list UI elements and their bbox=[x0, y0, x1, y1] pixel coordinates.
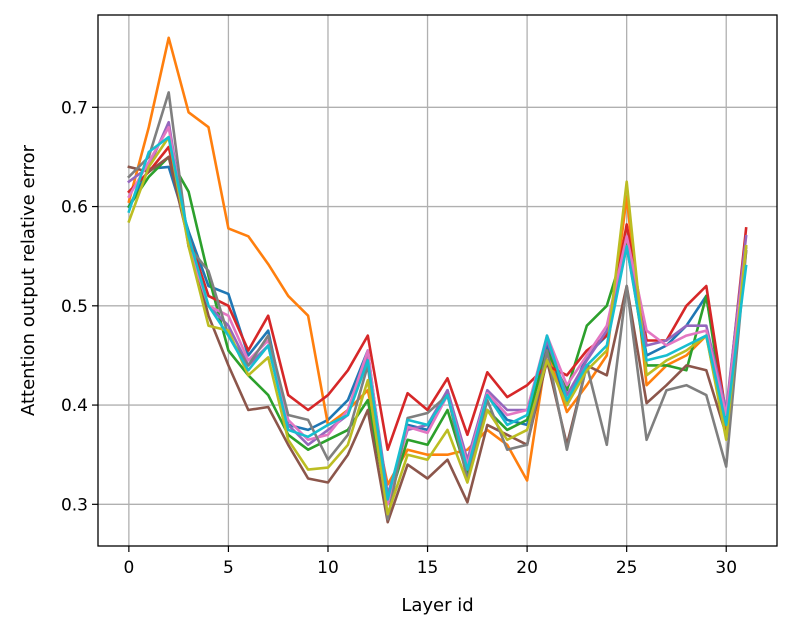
y-tick-label: 0.5 bbox=[61, 297, 88, 317]
series-line-7 bbox=[127, 125, 748, 506]
series-line-5 bbox=[127, 120, 748, 496]
y-tick-label: 0.3 bbox=[61, 495, 88, 515]
x-axis-label: Layer id bbox=[401, 595, 473, 616]
y-axis-label: Attention output relative error bbox=[18, 144, 39, 416]
axis-ticks: 0 5 10 15 20 25 30 0.3 0.4 0.5 0.6 0.7 bbox=[61, 98, 737, 578]
x-tick-label: 15 bbox=[417, 558, 439, 578]
x-tick-label: 0 bbox=[123, 558, 134, 578]
x-tick-label: 30 bbox=[715, 558, 737, 578]
plot-frame bbox=[97, 14, 778, 547]
x-tick-label: 25 bbox=[616, 558, 638, 578]
series-line-2 bbox=[127, 36, 748, 486]
x-tick-label: 10 bbox=[317, 558, 339, 578]
series-lines bbox=[127, 36, 748, 524]
x-tick-label: 20 bbox=[516, 558, 538, 578]
series-line-6 bbox=[127, 155, 748, 524]
y-tick-label: 0.7 bbox=[61, 98, 88, 118]
series-line-3 bbox=[127, 155, 748, 506]
y-tick-label: 0.6 bbox=[61, 198, 88, 218]
x-tick-label: 5 bbox=[223, 558, 234, 578]
y-tick-label: 0.4 bbox=[61, 396, 88, 416]
series-line-10 bbox=[127, 135, 748, 501]
